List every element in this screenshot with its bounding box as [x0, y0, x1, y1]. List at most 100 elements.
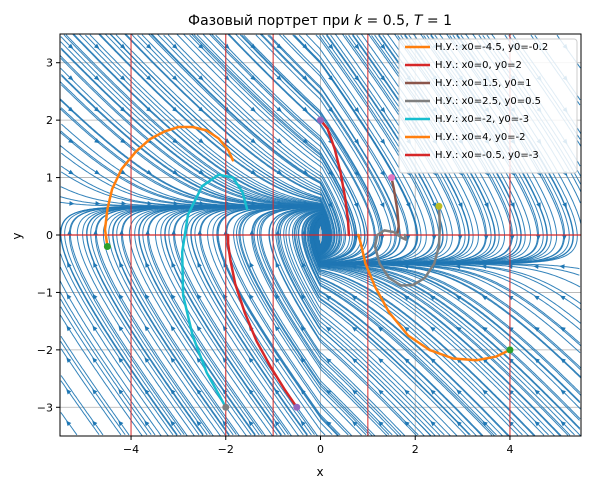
streamline [60, 314, 143, 436]
stream-arrow [94, 138, 100, 144]
stream-arrow [276, 75, 282, 81]
stream-arrow [147, 201, 153, 206]
stream-arrow [144, 420, 150, 427]
stream-arrow [559, 264, 565, 269]
stream-arrow [66, 357, 72, 363]
stream-arrow [92, 325, 98, 332]
y-tick-label: −1 [37, 286, 53, 299]
streamline [60, 335, 130, 436]
stream-arrow [405, 235, 411, 240]
stream-arrow [535, 235, 541, 240]
stream-arrow [250, 75, 256, 81]
stream-arrow [325, 326, 332, 332]
stream-arrow [404, 389, 410, 395]
stream-arrow [120, 138, 126, 144]
stream-arrow [300, 389, 306, 395]
stream-arrow [483, 235, 489, 240]
stream-arrow [67, 43, 74, 49]
stream-arrow [352, 421, 358, 427]
y-tick-label: 2 [46, 114, 53, 127]
stream-arrow [248, 357, 254, 363]
stream-arrow [458, 202, 463, 208]
stream-arrow [378, 421, 384, 427]
stream-arrow [380, 138, 386, 145]
stream-arrow [326, 389, 332, 395]
initial-point [222, 403, 230, 411]
stream-arrow [67, 75, 74, 81]
stream-arrow [144, 389, 150, 395]
stream-arrow [250, 138, 256, 144]
stream-arrow [274, 389, 280, 395]
y-ticks: −3 −2 −1 0 1 2 3 [37, 57, 60, 414]
stream-arrow [353, 202, 359, 208]
stream-arrow [430, 389, 436, 395]
stream-arrow [352, 358, 358, 364]
stream-arrow [222, 357, 228, 363]
stream-arrow [95, 201, 101, 206]
stream-arrow [172, 75, 178, 81]
stream-arrow [560, 358, 566, 364]
stream-arrow [118, 389, 124, 395]
x-tick-label: 0 [317, 443, 324, 456]
stream-arrow [248, 294, 254, 300]
stream-arrow [146, 75, 152, 81]
trajectory-line [390, 176, 400, 237]
stream-arrow [560, 326, 566, 332]
x-tick-label: −2 [218, 443, 234, 456]
stream-arrow [354, 75, 360, 81]
stream-arrow [534, 358, 540, 364]
legend-label: Н.У.: x0=1.5, y0=1 [435, 78, 531, 89]
streamline [60, 341, 126, 436]
stream-arrow [380, 75, 386, 81]
legend-label: Н.У.: x0=0, y0=2 [435, 60, 522, 71]
stream-arrow [533, 264, 539, 269]
stream-arrow [534, 326, 540, 332]
x-tick-label: 2 [412, 443, 419, 456]
y-tick-label: 1 [46, 172, 53, 185]
stream-arrow [353, 235, 359, 240]
stream-arrow [301, 294, 306, 300]
trajectory-line [373, 205, 442, 287]
initial-point [388, 174, 396, 182]
stream-arrow [68, 169, 74, 175]
stream-arrow [250, 106, 256, 112]
initial-point [435, 202, 443, 210]
stream-arrow [198, 75, 204, 81]
stream-arrow [302, 169, 309, 175]
stream-arrow [172, 138, 178, 144]
stream-arrow [456, 421, 462, 427]
stream-arrow [222, 420, 228, 427]
stream-arrow [509, 235, 515, 240]
stream-arrow [380, 43, 386, 50]
stream-arrow [534, 389, 540, 395]
stream-arrow [121, 201, 127, 206]
stream-arrow [222, 325, 228, 332]
stream-arrow [170, 294, 176, 300]
stream-arrow [222, 389, 228, 395]
streamline [60, 298, 152, 435]
stream-arrow [507, 295, 514, 301]
stream-arrow [170, 357, 176, 363]
stream-arrow [144, 294, 150, 300]
y-tick-label: 3 [46, 57, 53, 70]
stream-arrow [484, 202, 489, 208]
stream-arrow [277, 201, 283, 206]
legend-label: Н.У.: x0=2.5, y0=0.5 [435, 96, 541, 107]
stream-arrow [118, 294, 124, 300]
trajectory-line [357, 233, 512, 362]
stream-arrow [457, 235, 463, 240]
stream-arrow [378, 389, 384, 395]
stream-arrow [274, 325, 280, 332]
x-tick-label: −4 [123, 443, 139, 456]
stream-arrow [276, 43, 282, 49]
stream-arrow [560, 295, 566, 301]
stream-arrow [68, 138, 74, 144]
initial-point [506, 346, 514, 354]
x-tick-label: 4 [506, 443, 513, 456]
x-ticks: −4 −2 0 2 4 [123, 436, 513, 456]
stream-arrow [378, 358, 384, 364]
stream-arrow [225, 201, 231, 206]
legend-label: Н.У.: x0=-2, y0=-3 [435, 114, 529, 125]
stream-arrow [562, 202, 567, 208]
stream-arrow [536, 202, 541, 208]
